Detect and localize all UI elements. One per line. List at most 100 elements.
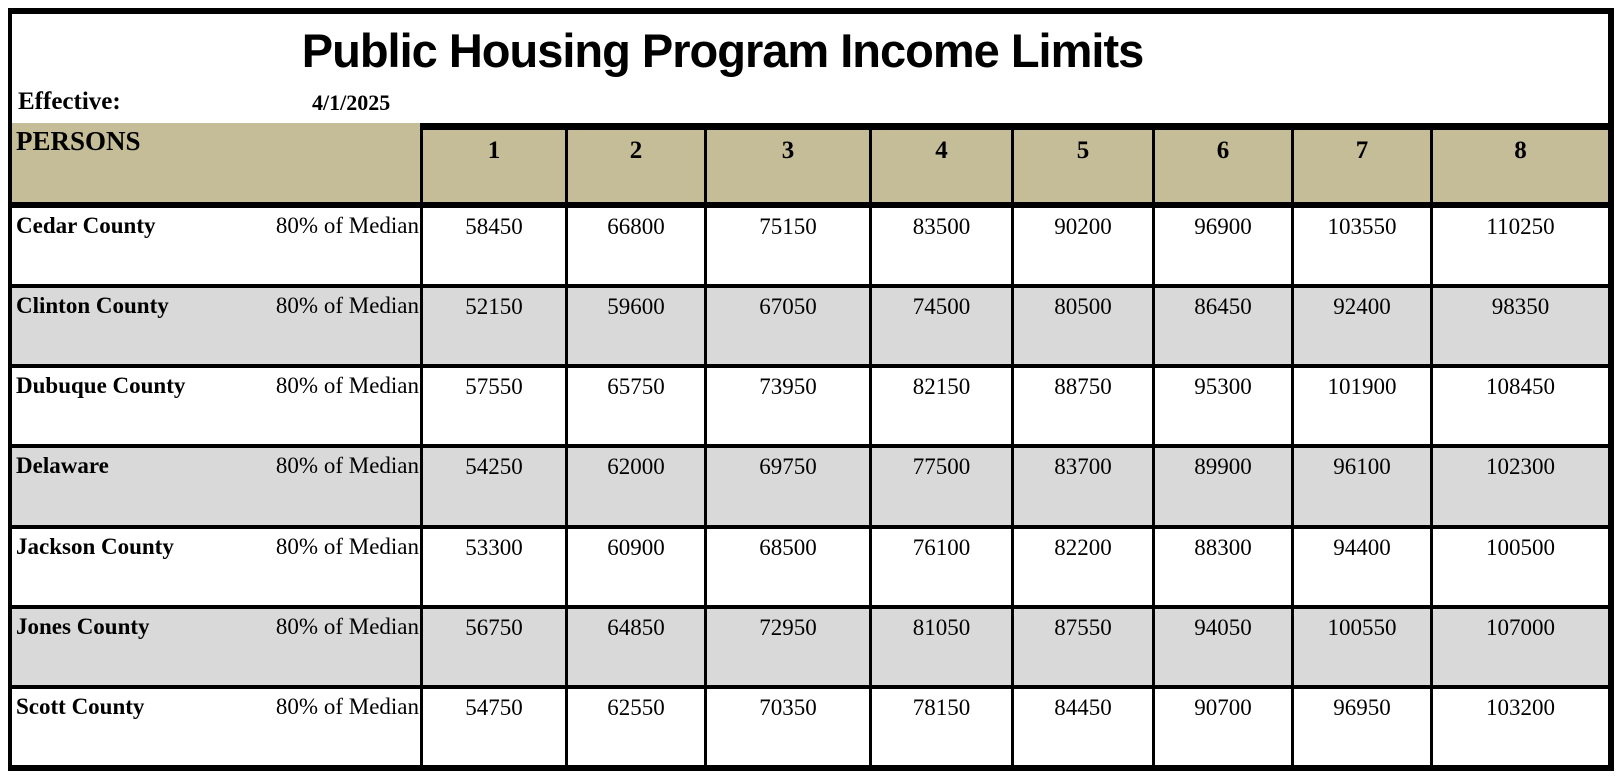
income-limit-value: 52150	[420, 288, 565, 365]
income-limit-value: 103200	[1430, 688, 1608, 765]
table-row: Jones County 80% of Median 56750 64850 72950…	[12, 604, 1608, 685]
income-limit-value: 73950	[704, 368, 869, 445]
county-name: Cedar County	[16, 213, 156, 238]
income-limit-value: 90700	[1152, 688, 1291, 765]
income-limit-value: 95300	[1152, 368, 1291, 445]
income-limit-value: 103550	[1291, 208, 1430, 285]
income-limit-value: 62000	[565, 448, 704, 525]
income-limit-value: 65750	[565, 368, 704, 445]
persons-count-header: 8	[1430, 123, 1608, 202]
income-limit-value: 100550	[1291, 608, 1430, 685]
income-limit-value: 80500	[1011, 288, 1152, 365]
income-limit-value: 76100	[869, 528, 1011, 605]
table-body: Cedar County 80% of Median 58450 66800 75150…	[12, 208, 1608, 765]
income-limit-value: 82200	[1011, 528, 1152, 605]
income-limit-value: 62550	[565, 688, 704, 765]
persons-count-header: 4	[869, 123, 1011, 202]
row-label-cell: Clinton County 80% of Median	[12, 288, 420, 364]
county-name: Dubuque County	[16, 373, 186, 399]
income-limit-value: 88300	[1152, 528, 1291, 605]
income-limit-value: 83500	[869, 208, 1011, 285]
income-limit-value: 94400	[1291, 528, 1430, 605]
effective-label: Effective:	[18, 88, 121, 115]
table-row: Clinton County 80% of Median 52150 59600 670…	[12, 284, 1608, 365]
table-row: Scott County 80% of Median 54750 62550 70350…	[12, 684, 1608, 765]
income-limit-value: 96900	[1152, 208, 1291, 285]
persons-header: PERSONS	[16, 126, 141, 156]
income-limits-sheet: Public Housing Program Income Limits Eff…	[8, 8, 1614, 771]
county-name: Jones County	[16, 613, 150, 639]
income-limit-value: 108450	[1430, 368, 1608, 445]
measure-label: 80% of Median	[275, 293, 419, 319]
income-limit-value: 70350	[704, 688, 869, 765]
row-label-cell: Cedar County 80% of Median	[12, 208, 420, 284]
row-label-cell: Jones County 80% of Median	[12, 609, 420, 685]
income-limit-value: 107000	[1430, 608, 1608, 685]
income-limit-value: 69750	[704, 448, 869, 525]
income-limit-value: 94050	[1152, 608, 1291, 685]
table-row: Dubuque County 80% of Median 57550 65750 739…	[12, 364, 1608, 445]
income-limit-value: 54750	[420, 688, 565, 765]
income-limit-value: 82150	[869, 368, 1011, 445]
income-limit-value: 78150	[869, 688, 1011, 765]
income-limit-value: 83700	[1011, 448, 1152, 525]
persons-count-header: 2	[565, 123, 704, 202]
effective-band: Effective: 4/1/2025	[12, 86, 1608, 123]
measure-label: 80% of Median	[275, 373, 419, 399]
county-name: Scott County	[16, 693, 145, 719]
row-label-cell: Delaware 80% of Median	[12, 448, 420, 524]
income-limit-value: 57550	[420, 368, 565, 445]
county-name: Jackson County	[16, 533, 174, 559]
income-limit-value: 58450	[420, 208, 565, 285]
county-name: Delaware	[16, 453, 109, 479]
measure-label: 80% of Median	[275, 613, 419, 639]
page-title: Public Housing Program Income Limits	[301, 23, 1144, 77]
income-limit-value: 84450	[1011, 688, 1152, 765]
income-limit-value: 72950	[704, 608, 869, 685]
title-band: Public Housing Program Income Limits	[12, 14, 1608, 86]
income-limit-value: 96100	[1291, 448, 1430, 525]
table-row: Cedar County 80% of Median 58450 66800 75150…	[12, 208, 1608, 285]
income-limit-value: 67050	[704, 288, 869, 365]
income-limit-value: 90200	[1011, 208, 1152, 285]
income-limit-value: 75150	[704, 208, 869, 285]
income-limit-value: 64850	[565, 608, 704, 685]
measure-label: 80% of Median	[275, 693, 419, 719]
persons-count-header: 1	[420, 123, 565, 202]
row-label-cell: Dubuque County 80% of Median	[12, 368, 420, 444]
income-limit-value: 86450	[1152, 288, 1291, 365]
persons-count-header: 5	[1011, 123, 1152, 202]
measure-label: 80% of Median	[275, 533, 419, 559]
income-limit-value: 101900	[1291, 368, 1430, 445]
persons-count-header: 3	[704, 123, 869, 202]
income-limit-value: 88750	[1011, 368, 1152, 445]
income-limit-value: 68500	[704, 528, 869, 605]
income-limit-value: 66800	[565, 208, 704, 285]
row-label-cell: Jackson County 80% of Median	[12, 529, 420, 605]
persons-count-header: 7	[1291, 123, 1430, 202]
income-limit-value: 77500	[869, 448, 1011, 525]
table-row: Jackson County 80% of Median 53300 60900 685…	[12, 524, 1608, 605]
income-limit-value: 110250	[1430, 208, 1608, 285]
income-limit-value: 81050	[869, 608, 1011, 685]
income-limit-value: 96950	[1291, 688, 1430, 765]
income-limit-value: 89900	[1152, 448, 1291, 525]
income-limit-value: 56750	[420, 608, 565, 685]
income-limit-value: 60900	[565, 528, 704, 605]
income-limit-value: 54250	[420, 448, 565, 525]
measure-label: 80% of Median	[275, 213, 419, 238]
income-limit-value: 74500	[869, 288, 1011, 365]
income-limit-value: 100500	[1430, 528, 1608, 605]
measure-label: 80% of Median	[275, 453, 419, 479]
table-row: Delaware 80% of Median 54250 62000 69750 7750…	[12, 444, 1608, 525]
income-limit-value: 53300	[420, 528, 565, 605]
persons-count-header: 6	[1152, 123, 1291, 202]
income-limit-value: 98350	[1430, 288, 1608, 365]
row-label-cell: Scott County 80% of Median	[12, 689, 420, 765]
income-limit-value: 102300	[1430, 448, 1608, 525]
effective-date: 4/1/2025	[312, 90, 391, 115]
income-limit-value: 59600	[565, 288, 704, 365]
income-limit-value: 92400	[1291, 288, 1430, 365]
income-limit-value: 87550	[1011, 608, 1152, 685]
